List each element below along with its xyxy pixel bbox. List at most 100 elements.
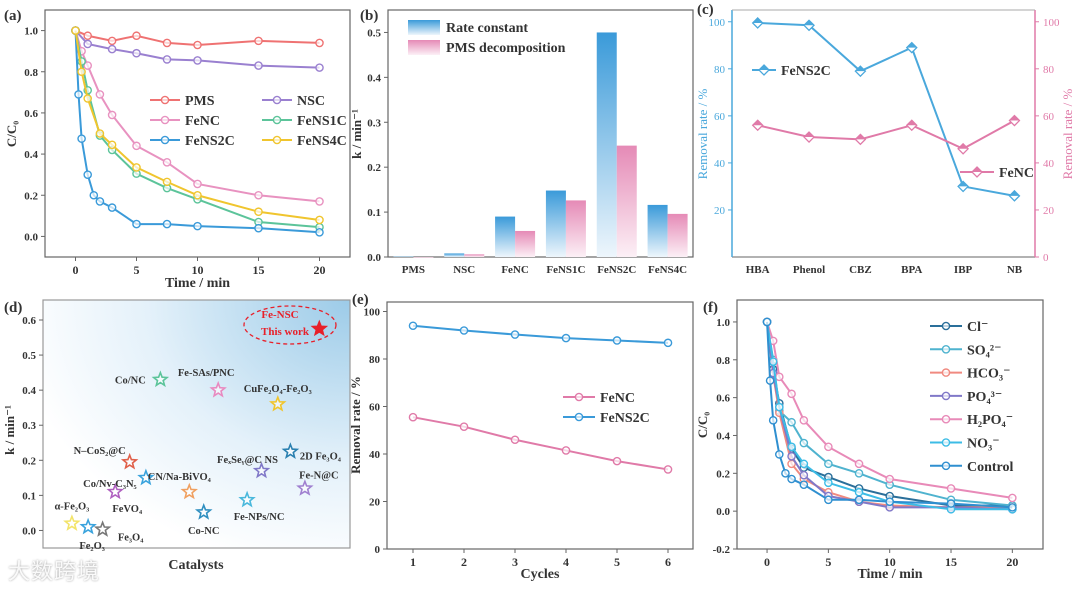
bar-rate-constant-pms [393, 256, 414, 258]
legend-label-a: FeNS2C [185, 134, 235, 149]
data-point-e [574, 392, 584, 402]
data-point-f [946, 484, 956, 493]
catalyst-label: Fe₂O₃ [79, 541, 105, 552]
catalyst-label: 2D Fe₃O₄ [300, 452, 342, 463]
x-tick-label-f: 10 [884, 555, 896, 569]
x-axis-label-e: Cycles [521, 567, 560, 582]
watermark: 大数跨境 [8, 560, 101, 585]
y-tick-label-e: 60 [369, 402, 381, 414]
x-tick-label-b: FeNS4C [648, 264, 687, 276]
data-point-f [768, 416, 778, 425]
y-tick-label-a: 0.0 [24, 231, 38, 243]
panel-label-e: (e) [352, 292, 369, 308]
data-point-f [787, 442, 796, 452]
y-tick-label-f: -0.2 [713, 544, 731, 556]
data-point-a [132, 48, 141, 58]
catalyst-star-4 [120, 452, 139, 470]
bar-pms-decomposition-pms [413, 257, 434, 258]
legend-label-c: FeNS2C [781, 64, 831, 79]
catalyst-star-3 [106, 482, 124, 500]
data-point-f [768, 357, 778, 366]
x-tick-label-c: NB [1007, 264, 1023, 276]
data-point-a [74, 90, 83, 99]
y-tick-label-a: 0.4 [24, 149, 38, 161]
highlight-label-name: Fe-NSC [261, 309, 298, 321]
data-point-e [408, 321, 418, 331]
highlight-label-note: This work [261, 326, 310, 338]
y-tick-label-e: 40 [369, 449, 381, 461]
catalyst-label: FeₓSeᵧ@C NS [217, 455, 278, 466]
data-point-f [941, 438, 951, 447]
data-point-a [107, 110, 117, 120]
catalyst-label: α-Fe₂O₃ [54, 501, 89, 512]
y-tick-label-b: 0.0 [367, 252, 381, 264]
x-tick-label-c: HBA [746, 264, 770, 276]
legend-label-a: PMS [185, 94, 215, 109]
data-point-f [824, 478, 833, 488]
series-line-e [412, 416, 669, 471]
bar-pms-decomposition-fens1c [565, 200, 586, 257]
panel-label-c: (c) [697, 2, 714, 18]
y-axis-label-e: Removal rate / % [348, 376, 363, 474]
data-point-a [95, 197, 105, 206]
catalyst-star-8 [194, 502, 213, 520]
legend-label-f: Cl⁻ [967, 320, 988, 335]
data-point-a [83, 39, 92, 49]
y-tick-label-f: 0.2 [716, 468, 730, 480]
y-tick-label-d: 0.3 [22, 420, 36, 432]
catalyst-star-9 [209, 380, 227, 398]
data-point-e [510, 435, 520, 445]
data-point-f [799, 416, 809, 425]
y-tick-label-d: 0.1 [22, 490, 36, 502]
data-point-a [107, 44, 117, 54]
data-point-fill-c [1009, 115, 1020, 121]
x-tick-label-b: FeNS1C [546, 264, 585, 276]
plot-frame-b [387, 9, 694, 258]
data-point-a [254, 61, 263, 70]
y-tick-label-d: 0.0 [22, 525, 36, 537]
catalyst-star-10 [238, 490, 256, 508]
data-point-f [885, 474, 894, 484]
legend-label-e: FeNS2C [600, 411, 650, 426]
legend-label-f: SO₄²⁻ [967, 343, 1001, 358]
legend-label-f: PO₄³⁻ [967, 390, 1002, 405]
data-point-a [95, 129, 105, 138]
data-point-f [854, 495, 864, 505]
data-point-fill-c [855, 134, 866, 140]
catalyst-star-5 [137, 468, 155, 486]
legend-label-f: H₂PO₄⁻ [967, 413, 1013, 428]
x-tick-label-a: 0 [73, 263, 79, 277]
legend-label-b: PMS decomposition [446, 41, 566, 56]
data-point-a [315, 227, 324, 237]
y-tick-label-c: 0 [1043, 252, 1049, 264]
x-tick-label-b: PMS [402, 264, 425, 276]
data-point-a [132, 141, 141, 151]
data-point-f [787, 417, 796, 427]
bar-rate-constant-fenc [495, 216, 516, 257]
data-point-f [946, 499, 956, 508]
y-axis-label-c-left: Removal rate / % [695, 89, 710, 180]
y-tick-label-f: 1.0 [716, 317, 730, 329]
data-point-f [824, 495, 833, 505]
data-point-fill-c [906, 120, 917, 126]
data-point-a [193, 221, 202, 231]
y-tick-label-a: 0.6 [24, 108, 38, 120]
bar-pms-decomposition-fens4c [667, 213, 688, 257]
data-point-a [254, 36, 263, 46]
plot-frame-e [386, 301, 694, 550]
y-tick-label-e: 0 [375, 544, 381, 556]
data-point-e [574, 412, 584, 422]
y-axis-label-b: k / min⁻¹ [349, 109, 364, 159]
series-line-c [757, 119, 1015, 150]
data-point-f [775, 372, 784, 382]
data-point-f [854, 469, 864, 478]
data-point-a [315, 38, 324, 48]
catalyst-star-6 [151, 370, 170, 388]
data-point-e [612, 456, 622, 466]
y-tick-label-c: 80 [714, 64, 726, 76]
catalyst-star-1 [79, 517, 97, 535]
data-point-f [775, 450, 784, 459]
data-point-a [160, 95, 170, 105]
catalyst-star-0 [63, 514, 81, 531]
plot-background-d [43, 300, 350, 548]
